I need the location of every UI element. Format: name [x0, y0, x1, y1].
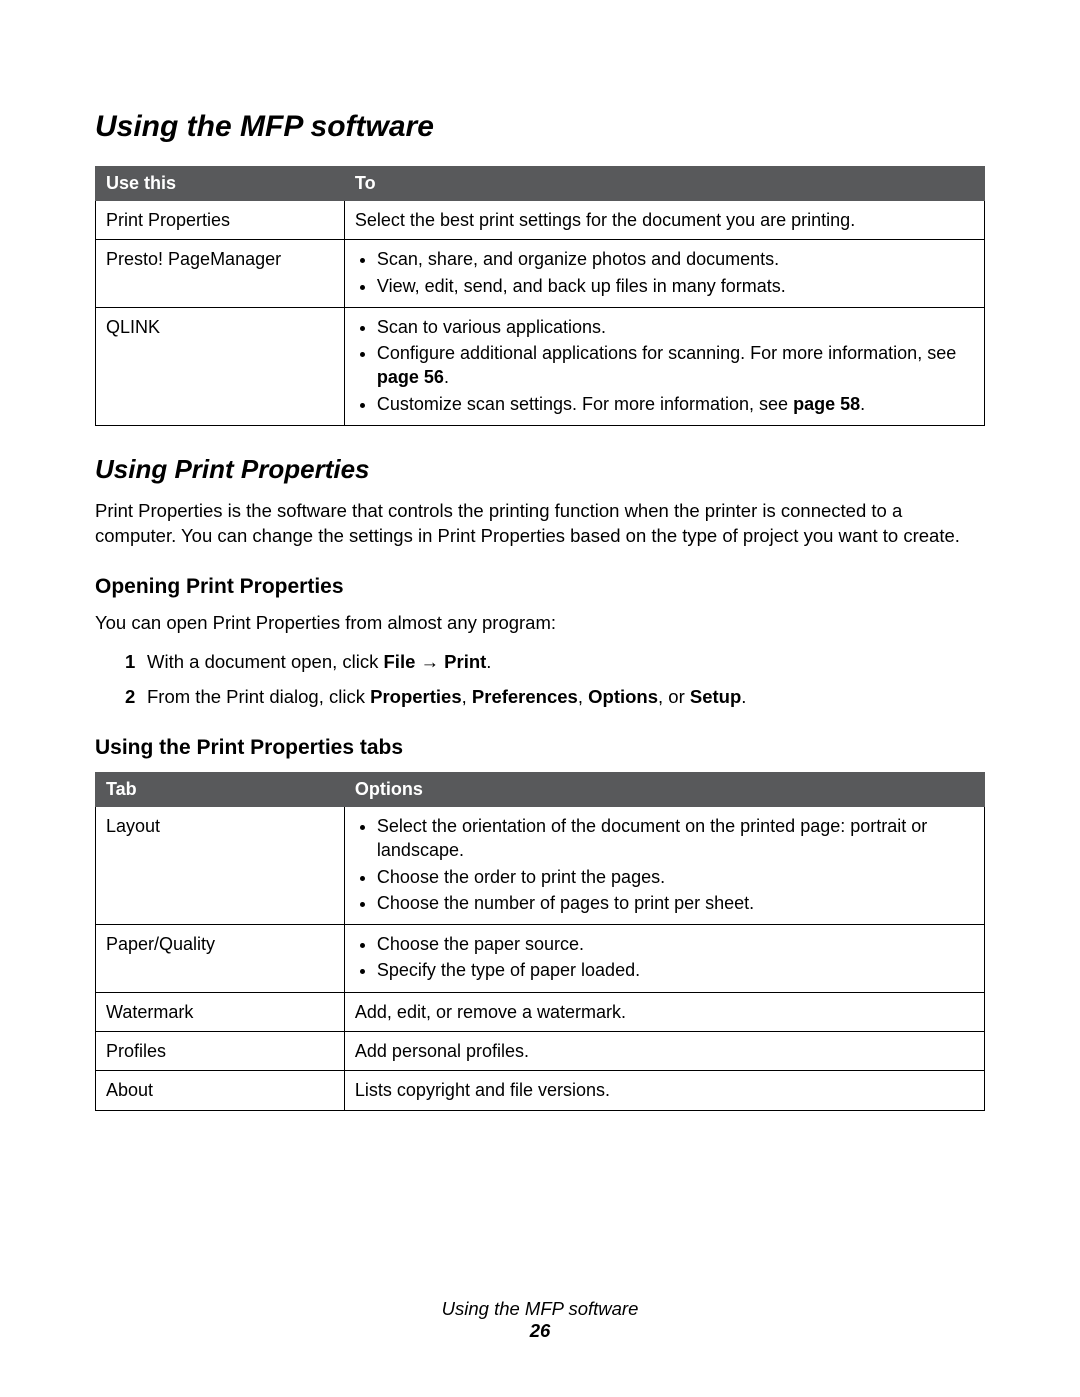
- table-row: QLINKScan to various applications.Config…: [96, 307, 985, 425]
- step-item: 2From the Print dialog, click Properties…: [125, 685, 985, 710]
- footer-title: Using the MFP software: [0, 1298, 1080, 1320]
- table-row: AboutLists copyright and file versions.: [96, 1071, 985, 1110]
- table-cell: QLINK: [96, 307, 345, 425]
- table-cell: Profiles: [96, 1032, 345, 1071]
- steps-list: 1With a document open, click File → Prin…: [95, 650, 985, 710]
- list-item: Choose the paper source.: [377, 932, 974, 956]
- list-item: Configure additional applications for sc…: [377, 341, 974, 390]
- table-cell: Select the orientation of the document o…: [344, 806, 984, 924]
- table-row: Print PropertiesSelect the best print se…: [96, 201, 985, 240]
- list-item: Choose the number of pages to print per …: [377, 891, 974, 915]
- table2-body: Layout Select the orientation of the docu…: [96, 806, 985, 1110]
- heading-main: Using the MFP software: [95, 110, 985, 144]
- table1-header-to: To: [344, 167, 984, 201]
- table-row: Presto! PageManager Scan, share, and orga…: [96, 240, 985, 308]
- cell-list: Select the orientation of the document o…: [355, 814, 974, 915]
- heading-print-properties: Using Print Properties: [95, 454, 985, 485]
- list-item: Scan, share, and organize photos and doc…: [377, 247, 974, 271]
- table-row: WatermarkAdd, edit, or remove a watermar…: [96, 992, 985, 1031]
- list-item: View, edit, send, and back up files in m…: [377, 274, 974, 298]
- list-item: Scan to various applications.: [377, 315, 974, 339]
- list-item: Specify the type of paper loaded.: [377, 958, 974, 982]
- table-cell: Print Properties: [96, 201, 345, 240]
- table-cell: Add personal profiles.: [344, 1032, 984, 1071]
- heading-tabs: Using the Print Properties tabs: [95, 736, 985, 760]
- table1-body: Print PropertiesSelect the best print se…: [96, 201, 985, 426]
- page-footer: Using the MFP software 26: [0, 1298, 1080, 1342]
- table2-header-options: Options: [344, 772, 984, 806]
- step-item: 1With a document open, click File → Prin…: [125, 650, 985, 675]
- table-cell: Layout: [96, 806, 345, 924]
- cell-list: Scan to various applications.Configure a…: [355, 315, 974, 416]
- list-item: Select the orientation of the document o…: [377, 814, 974, 863]
- list-item: Choose the order to print the pages.: [377, 865, 974, 889]
- table2-header-tab: Tab: [96, 772, 345, 806]
- software-table: Use this To Print PropertiesSelect the b…: [95, 166, 985, 426]
- table-cell: Scan, share, and organize photos and doc…: [344, 240, 984, 308]
- heading-opening: Opening Print Properties: [95, 575, 985, 599]
- list-item: Customize scan settings. For more inform…: [377, 392, 974, 416]
- table-cell: Scan to various applications.Configure a…: [344, 307, 984, 425]
- para-opening: You can open Print Properties from almos…: [95, 611, 985, 636]
- para-print-properties: Print Properties is the software that co…: [95, 499, 985, 549]
- table-cell: About: [96, 1071, 345, 1110]
- table1-header-usethis: Use this: [96, 167, 345, 201]
- table-row: Paper/QualityChoose the paper source.Spe…: [96, 925, 985, 993]
- table-cell: Choose the paper source.Specify the type…: [344, 925, 984, 993]
- document-page: Using the MFP software Use this To Print…: [0, 0, 1080, 1397]
- footer-page-number: 26: [0, 1320, 1080, 1342]
- table-row: Layout Select the orientation of the docu…: [96, 806, 985, 924]
- tabs-table: Tab Options Layout Select the orientation…: [95, 772, 985, 1111]
- table-cell: Select the best print settings for the d…: [344, 201, 984, 240]
- step-number: 2: [125, 685, 135, 710]
- cell-list: Choose the paper source.Specify the type…: [355, 932, 974, 983]
- table-cell: Paper/Quality: [96, 925, 345, 993]
- table-cell: Watermark: [96, 992, 345, 1031]
- cell-list: Scan, share, and organize photos and doc…: [355, 247, 974, 298]
- step-number: 1: [125, 650, 135, 675]
- table-cell: Lists copyright and file versions.: [344, 1071, 984, 1110]
- table-row: ProfilesAdd personal profiles.: [96, 1032, 985, 1071]
- table-cell: Presto! PageManager: [96, 240, 345, 308]
- table-cell: Add, edit, or remove a watermark.: [344, 992, 984, 1031]
